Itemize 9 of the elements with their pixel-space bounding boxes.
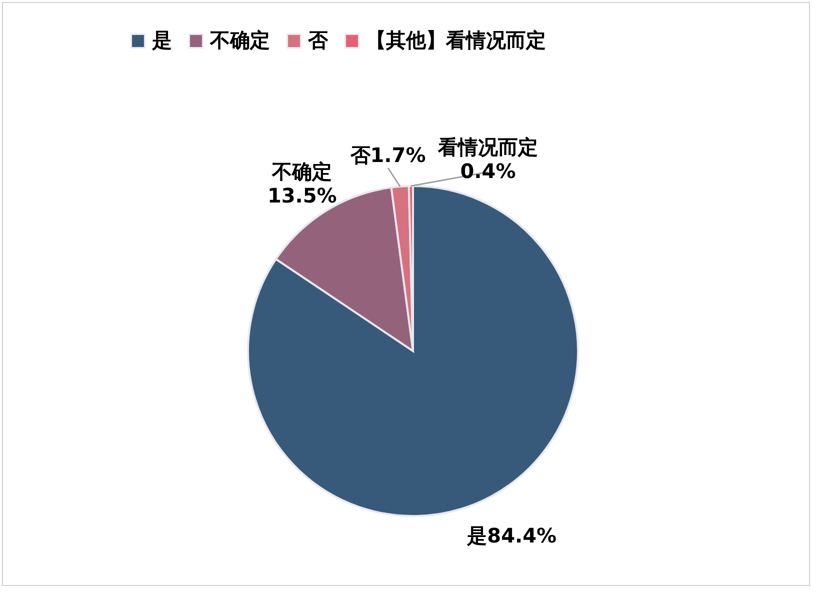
data-label: 是84.4% <box>466 523 557 548</box>
pie-slice <box>247 185 579 517</box>
data-label: 看情况而定 0.4% <box>437 135 538 183</box>
data-label: 不确定 13.5% <box>267 160 337 208</box>
legend-label: 不确定 <box>209 28 270 52</box>
legend-label: 是 <box>151 28 172 52</box>
legend-label: 否 <box>307 28 329 52</box>
data-label: 否1.7% <box>349 143 426 167</box>
legend-label: 【其他】看情况而定 <box>366 28 546 52</box>
